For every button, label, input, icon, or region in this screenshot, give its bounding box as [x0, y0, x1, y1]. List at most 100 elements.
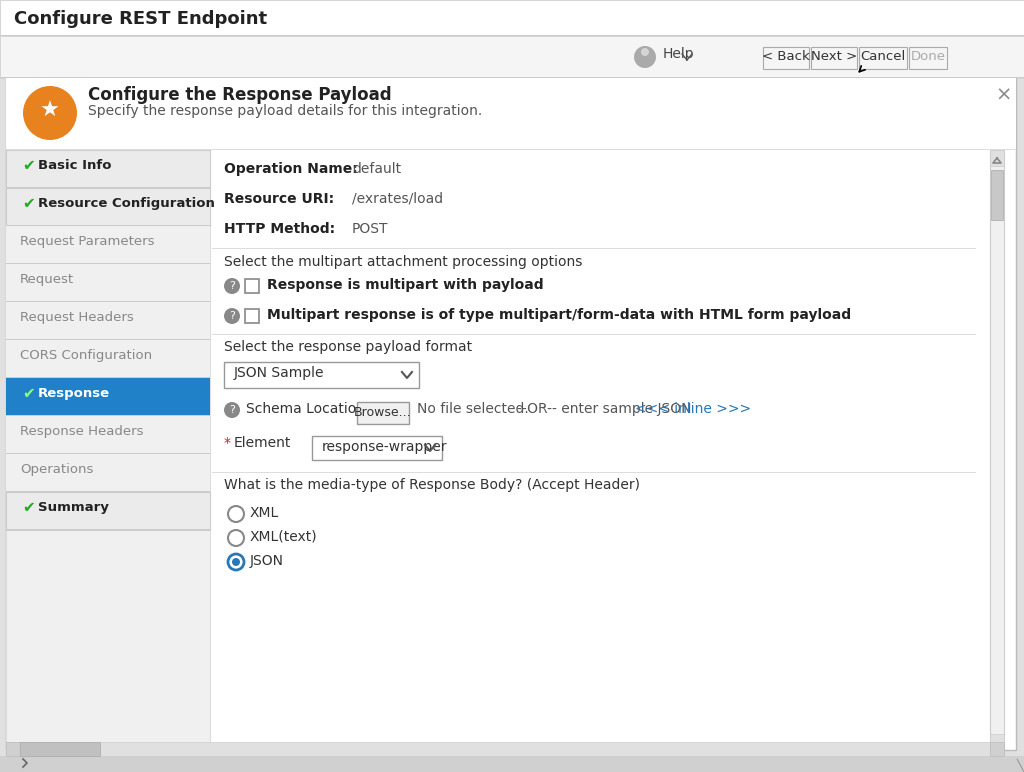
Text: ?: ?: [229, 311, 234, 321]
Bar: [6, 491, 210, 492]
Text: Specify the response payload details for this integration.: Specify the response payload details for…: [88, 104, 482, 118]
Bar: [6, 416, 210, 454]
Bar: [6, 529, 210, 530]
Text: XML: XML: [250, 506, 280, 520]
Bar: [6, 377, 210, 378]
Bar: [6, 78, 1016, 750]
Bar: [6, 454, 210, 492]
Bar: [6, 149, 1016, 150]
Text: Help: Help: [663, 47, 694, 61]
Text: Schema Location: Schema Location: [246, 402, 365, 416]
Circle shape: [641, 48, 649, 56]
Text: Resource URI:: Resource URI:: [224, 192, 334, 206]
Bar: [6, 302, 210, 340]
Bar: [6, 264, 210, 302]
Text: Response is multipart with payload: Response is multipart with payload: [267, 278, 544, 292]
Bar: [909, 47, 947, 69]
Text: response-wrapper: response-wrapper: [322, 440, 447, 454]
Bar: [0, 35, 1024, 36]
Bar: [6, 187, 210, 188]
Bar: [245, 279, 259, 293]
Circle shape: [634, 46, 656, 68]
Text: Request: Request: [20, 273, 74, 286]
Text: JSON Sample: JSON Sample: [234, 366, 325, 380]
Text: < Back: < Back: [762, 50, 810, 63]
Text: Multipart response is of type multipart/form-data with HTML form payload: Multipart response is of type multipart/…: [267, 308, 851, 322]
Text: Operation Name:: Operation Name:: [224, 162, 357, 176]
Text: ✔: ✔: [22, 386, 35, 401]
Bar: [6, 742, 1004, 756]
Bar: [6, 415, 210, 416]
Text: ?: ?: [229, 405, 234, 415]
Text: ✔: ✔: [22, 196, 35, 211]
Text: default: default: [352, 162, 401, 176]
Text: Browse...: Browse...: [354, 406, 412, 419]
Circle shape: [224, 278, 240, 294]
Text: Response Headers: Response Headers: [20, 425, 143, 438]
Text: Response: Response: [38, 387, 111, 400]
Bar: [0, 0, 1024, 35]
Bar: [859, 47, 907, 69]
Text: <<< inline >>>: <<< inline >>>: [635, 402, 752, 416]
Bar: [212, 150, 976, 750]
Text: CORS Configuration: CORS Configuration: [20, 349, 153, 362]
Text: *: *: [224, 436, 236, 450]
Bar: [991, 170, 1002, 220]
Text: Request Parameters: Request Parameters: [20, 235, 155, 248]
Text: ✔: ✔: [22, 158, 35, 173]
Text: POST: POST: [352, 222, 388, 236]
Text: Operations: Operations: [20, 463, 93, 476]
Text: JSON: JSON: [250, 554, 284, 568]
Bar: [6, 78, 1016, 150]
Bar: [212, 472, 976, 473]
Text: Summary: Summary: [38, 501, 109, 514]
Text: Select the response payload format: Select the response payload format: [224, 340, 472, 354]
Bar: [990, 742, 1004, 756]
Bar: [0, 756, 1024, 772]
Text: Configure the Response Payload: Configure the Response Payload: [88, 86, 391, 104]
Circle shape: [228, 530, 244, 546]
Bar: [6, 150, 210, 188]
Bar: [763, 47, 809, 69]
Text: Basic Info: Basic Info: [38, 159, 112, 172]
Text: ✔: ✔: [22, 500, 35, 515]
Text: ×: ×: [995, 86, 1012, 105]
Text: XML(text): XML(text): [250, 530, 317, 544]
Text: Done: Done: [910, 50, 945, 63]
Bar: [212, 248, 976, 249]
Bar: [212, 334, 976, 335]
Text: Cancel: Cancel: [860, 50, 905, 63]
Text: --OR-- enter sample JSON: --OR-- enter sample JSON: [517, 402, 691, 416]
Bar: [0, 36, 1024, 78]
Bar: [6, 188, 210, 226]
Bar: [6, 742, 20, 756]
Text: ?: ?: [229, 281, 234, 291]
Bar: [0, 77, 1024, 78]
Bar: [20, 742, 100, 756]
Text: HTTP Method:: HTTP Method:: [224, 222, 335, 236]
Text: Next >: Next >: [811, 50, 857, 63]
Bar: [6, 226, 210, 264]
Bar: [990, 734, 1004, 750]
Circle shape: [224, 402, 240, 418]
Text: Resource Configuration: Resource Configuration: [38, 197, 215, 210]
Bar: [6, 339, 210, 340]
Text: No file selected.: No file selected.: [417, 402, 528, 416]
Bar: [811, 47, 857, 69]
Bar: [6, 492, 210, 530]
Circle shape: [224, 308, 240, 324]
Text: ★: ★: [40, 101, 60, 121]
Bar: [6, 378, 210, 416]
Text: ╲: ╲: [1016, 758, 1023, 771]
Bar: [6, 301, 210, 302]
Text: Element: Element: [234, 436, 292, 450]
Text: Configure REST Endpoint: Configure REST Endpoint: [14, 10, 267, 28]
Circle shape: [228, 506, 244, 522]
Bar: [6, 453, 210, 454]
Bar: [6, 225, 210, 226]
Text: /exrates/load: /exrates/load: [352, 192, 443, 206]
Bar: [6, 150, 210, 750]
Circle shape: [232, 558, 240, 566]
Bar: [990, 150, 1004, 750]
Bar: [357, 402, 409, 424]
